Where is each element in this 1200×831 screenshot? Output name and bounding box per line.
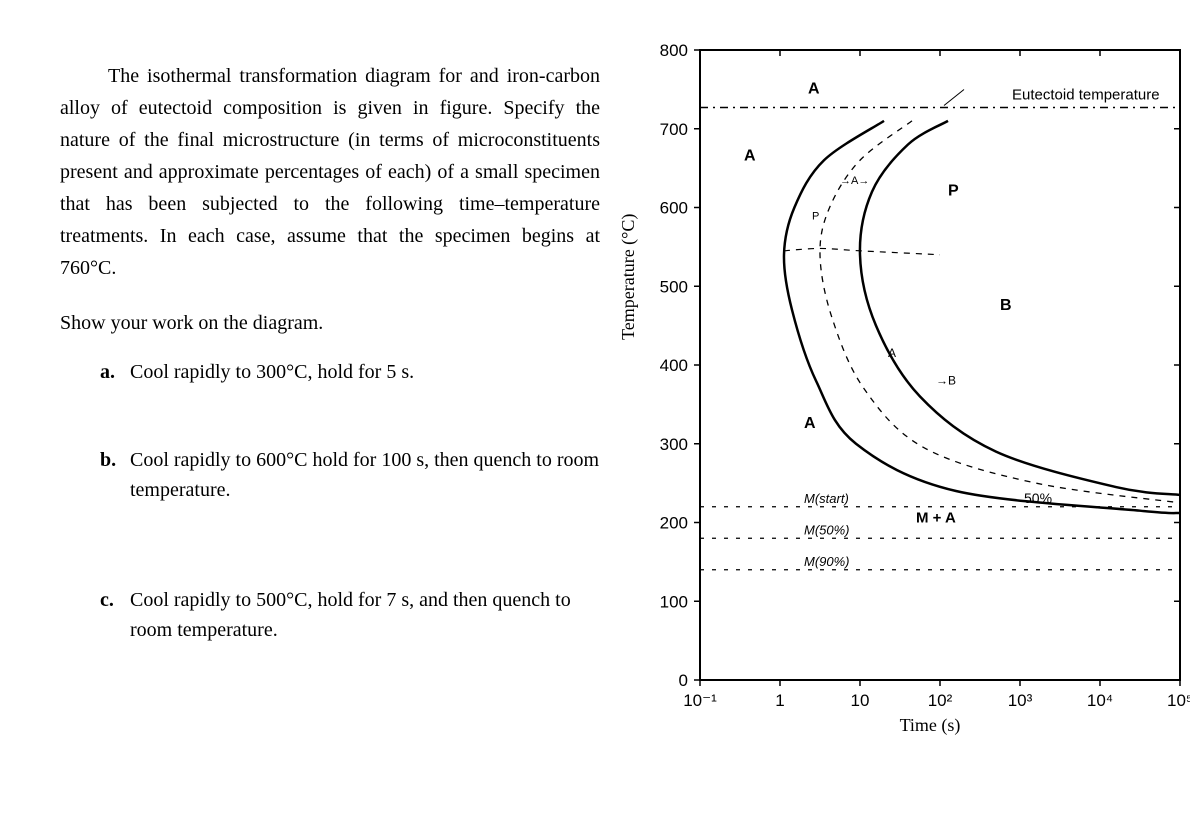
svg-text:P: P [812, 210, 819, 222]
svg-text:100: 100 [660, 592, 688, 611]
svg-text:300: 300 [660, 435, 688, 454]
svg-text:10: 10 [851, 691, 870, 710]
question-a-text: Cool rapidly to 300°C, hold for 5 s. [130, 357, 600, 387]
question-a: a. Cool rapidly to 300°C, hold for 5 s. [100, 357, 600, 387]
svg-text:1: 1 [775, 691, 784, 710]
svg-text:0: 0 [679, 671, 688, 690]
chart-svg: 0 100 200 300 400 500 600 700 800 10⁻¹ 1 10 10² 10³ 10… [630, 40, 1190, 740]
question-b-text: Cool rapidly to 600°C hold for 100 s, th… [130, 445, 600, 505]
svg-text:10⁴: 10⁴ [1087, 691, 1113, 710]
svg-text:→B: →B [936, 374, 956, 388]
svg-text:500: 500 [660, 277, 688, 296]
svg-text:A: A [744, 147, 756, 164]
y-axis-label: Temperature (°C) [618, 214, 639, 340]
x-axis-label: Time (s) [900, 715, 961, 736]
svg-text:800: 800 [660, 41, 688, 60]
question-c: c. Cool rapidly to 500°C, hold for 7 s, … [100, 585, 600, 645]
svg-text:600: 600 [660, 199, 688, 218]
question-a-letter: a. [100, 357, 130, 387]
svg-text:M(start): M(start) [804, 491, 849, 506]
intro-paragraph: The isothermal transformation diagram fo… [60, 60, 600, 284]
svg-text:P: P [948, 183, 959, 200]
svg-text:A: A [804, 415, 816, 432]
show-work-line: Show your work on the diagram. [60, 312, 600, 335]
svg-text:10³: 10³ [1008, 691, 1033, 710]
question-c-letter: c. [100, 585, 130, 645]
question-b: b. Cool rapidly to 600°C hold for 100 s,… [100, 445, 600, 505]
ttt-diagram: Temperature (°C) 01002003004005006007008… [630, 40, 1190, 740]
question-b-letter: b. [100, 445, 130, 505]
question-c-text: Cool rapidly to 500°C, hold for 7 s, and… [130, 585, 600, 645]
svg-text:10⁻¹: 10⁻¹ [683, 691, 717, 710]
svg-text:M(90%): M(90%) [804, 554, 850, 569]
svg-text:A: A [888, 346, 896, 360]
svg-text:50%: 50% [1024, 490, 1052, 506]
svg-text:Eutectoid temperature: Eutectoid temperature [1012, 86, 1160, 103]
svg-text:→A→: →A→ [840, 175, 869, 187]
question-list: a. Cool rapidly to 300°C, hold for 5 s. … [60, 357, 600, 645]
svg-text:10²: 10² [928, 691, 953, 710]
svg-text:200: 200 [660, 514, 688, 533]
svg-text:10⁵: 10⁵ [1167, 691, 1190, 710]
svg-text:400: 400 [660, 356, 688, 375]
svg-text:M + A: M + A [916, 510, 956, 527]
svg-text:M(50%): M(50%) [804, 522, 850, 537]
svg-text:700: 700 [660, 120, 688, 139]
svg-text:A: A [808, 80, 820, 97]
svg-text:B: B [1000, 297, 1012, 314]
